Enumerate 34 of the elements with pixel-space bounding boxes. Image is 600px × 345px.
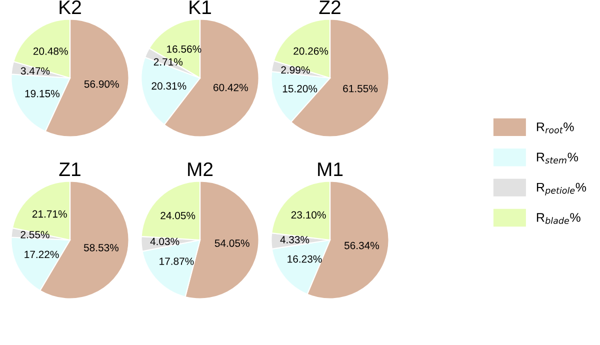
chart-title: K1	[190, 0, 211, 14]
chart-title: Z1	[59, 162, 80, 176]
data-label: 4.33%	[280, 236, 310, 244]
legend-label: R$_{root}$%	[536, 122, 574, 134]
data-label: 2.99%	[281, 66, 310, 74]
data-label: 23.10%	[291, 211, 326, 219]
legend-label: R$_{stem}$%	[536, 152, 578, 164]
data-label: 58.53%	[84, 244, 118, 252]
data-label: 4.03%	[150, 238, 180, 246]
data-label: 17.22%	[24, 250, 59, 258]
data-label: 20.48%	[33, 48, 68, 55]
data-label: 17.87%	[160, 258, 194, 265]
data-label: 20.31%	[152, 82, 186, 90]
data-label: 61.55%	[343, 84, 378, 92]
data-label: 20.26%	[294, 47, 328, 55]
chart-title: Z2	[319, 0, 340, 14]
chart-title: K2	[60, 0, 81, 14]
data-label: 16.56%	[167, 45, 202, 53]
data-label: 16.23%	[288, 255, 322, 263]
chart-title: M2	[188, 162, 213, 176]
data-label: 19.15%	[25, 90, 60, 98]
data-label: 21.71%	[32, 210, 67, 218]
data-label: 54.05%	[214, 240, 250, 247]
data-label: 3.47%	[20, 67, 50, 75]
data-label: 56.34%	[344, 242, 380, 250]
data-label: 56.90%	[84, 80, 119, 88]
data-label: 60.42%	[214, 84, 248, 92]
legend-label: R$_{blade}$%	[536, 213, 580, 224]
data-label: 2.55%	[20, 230, 50, 238]
data-label: 24.05%	[160, 212, 196, 220]
data-label: 2.71%	[154, 58, 183, 66]
chart-title: M1	[318, 162, 343, 176]
data-label: 15.20%	[282, 85, 318, 92]
legend-label: R$_{petiole}$%	[536, 182, 586, 196]
